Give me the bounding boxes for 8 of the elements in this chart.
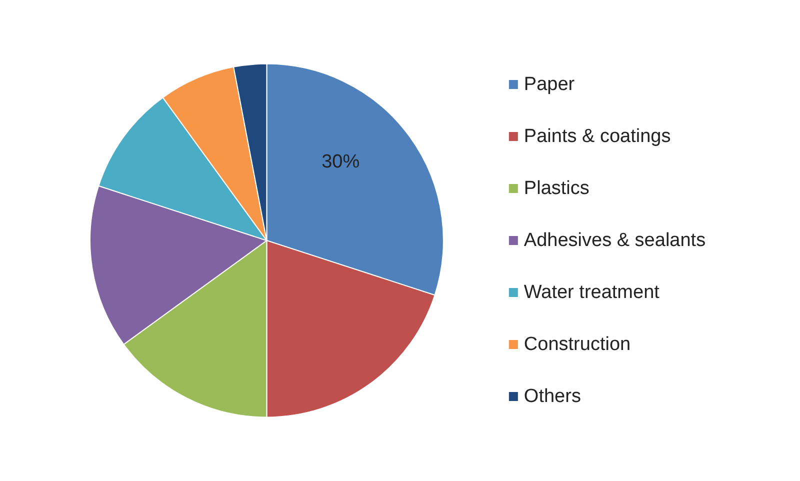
legend-label: Others [524,386,581,407]
legend-label: Water treatment [524,282,660,303]
legend-label: Plastics [524,178,590,199]
legend-label: Adhesives & sealants [524,230,706,251]
legend-label: Paints & coatings [524,126,671,147]
legend-label: Paper [524,74,576,95]
legend-label: Construction [524,334,631,355]
data-label: 30% [322,151,360,172]
